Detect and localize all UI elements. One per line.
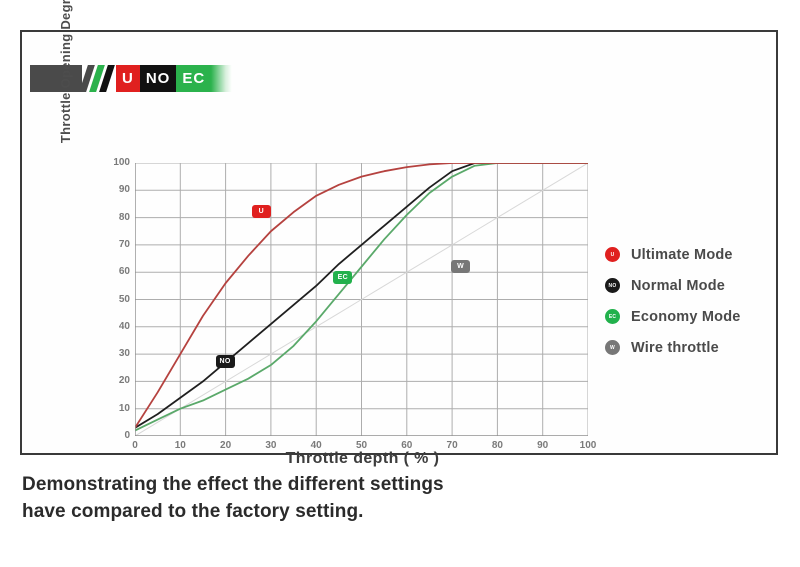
brand-banner: U NO EC <box>30 65 232 92</box>
x-axis-label: Throttle depth ( % ) <box>285 450 440 467</box>
y-axis-tick: 60 <box>118 266 130 278</box>
legend-marker-icon: W <box>605 340 620 355</box>
y-axis-tick: 90 <box>118 184 130 196</box>
legend-item-economy-mode: EC Economy Mode <box>605 301 785 332</box>
banner-tail <box>211 65 232 92</box>
y-axis-tick: 20 <box>118 375 130 387</box>
legend-label: Ultimate Mode <box>631 246 733 263</box>
y-axis-tick: 80 <box>118 211 130 223</box>
y-axis-tick: 10 <box>118 402 130 414</box>
legend-marker-icon: EC <box>605 309 620 324</box>
series-tag-no: NO <box>215 355 235 369</box>
banner-segment-ec: EC <box>176 65 212 92</box>
x-axis-tick: 90 <box>537 440 549 451</box>
y-axis-tick: 40 <box>118 320 130 332</box>
y-axis-tick: 100 <box>113 157 130 168</box>
banner-segment-u: U <box>116 65 140 92</box>
caption-line-2: have compared to the factory setting. <box>22 500 364 522</box>
x-axis-tick: 100 <box>579 440 597 451</box>
plot-area <box>135 163 588 436</box>
y-axis-label: Throttle Opening Degree ( % ) <box>58 0 73 144</box>
legend-label: Economy Mode <box>631 308 741 325</box>
banner-segment-no: NO <box>139 65 177 92</box>
legend-marker-icon: NO <box>605 278 620 293</box>
legend-item-ultimate-mode: U Ultimate Mode <box>605 239 785 270</box>
x-axis-tick: 10 <box>174 440 186 451</box>
banner-stripes <box>82 65 116 92</box>
series-tag-ec: EC <box>333 270 353 284</box>
x-axis-tick: 0 <box>132 440 138 451</box>
chart-svg <box>135 163 588 436</box>
figure-frame: U NO EC Throttle Opening Degree ( % ) 0 1… <box>20 0 778 467</box>
series-tag-w: W <box>451 259 471 273</box>
chart-legend: U Ultimate Mode NO Normal Mode EC Economy Mod… <box>605 239 785 363</box>
y-axis-tick: 70 <box>118 238 130 250</box>
legend-label: Normal Mode <box>631 277 726 294</box>
caption-line-1: Demonstrating the effect the different s… <box>22 474 444 495</box>
legend-label: Wire throttle <box>631 339 719 356</box>
series-tag-u: U <box>251 205 271 219</box>
figure-caption: Demonstrating the effect the different s… <box>22 472 722 526</box>
y-axis-tick: 30 <box>118 348 130 360</box>
x-axis-tick: 40 <box>310 440 322 451</box>
x-axis-tick: 70 <box>446 440 458 451</box>
x-axis-tick: 20 <box>220 440 232 451</box>
x-axis-tick: 60 <box>401 440 413 451</box>
legend-item-normal-mode: NO Normal Mode <box>605 270 785 301</box>
banner-dark-block <box>30 65 82 92</box>
series-curves <box>135 163 588 436</box>
x-axis-tick: 30 <box>265 440 277 451</box>
x-axis-tick: 50 <box>355 440 368 451</box>
y-axis-tick: 0 <box>124 430 130 441</box>
legend-item-wire-throttle: W Wire throttle <box>605 332 785 363</box>
x-axis-tick: 80 <box>491 440 503 451</box>
y-axis-tick: 50 <box>118 293 130 305</box>
gridlines <box>135 163 588 436</box>
legend-marker-icon: U <box>605 247 620 262</box>
